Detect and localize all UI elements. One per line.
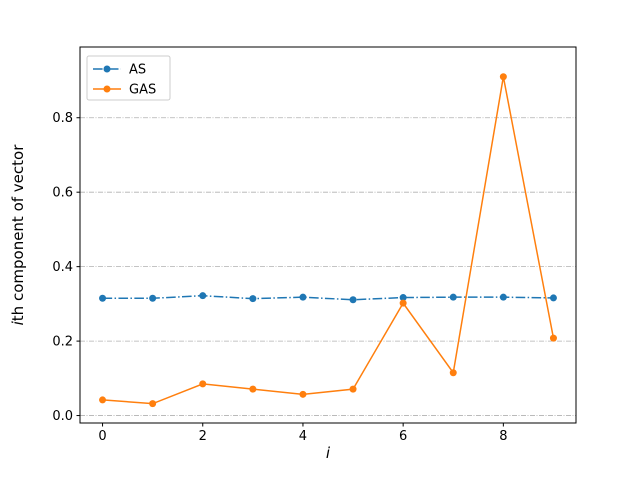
y-axis-label: ith component of vector [9, 144, 27, 326]
series-line-gas [102, 76, 555, 405]
x-tick-label: 0 [98, 429, 106, 444]
legend-marker-as [103, 65, 111, 73]
y-axis-label-rest: th component of vector [9, 144, 27, 321]
marker-as [199, 292, 207, 300]
marker-gas [449, 369, 457, 377]
gridlines [80, 117, 576, 416]
axis-ticks: 0 2 4 6 8 0.0 0.2 0.4 0.6 0.8 [52, 111, 507, 444]
marker-as [299, 293, 307, 301]
x-tick-label: 6 [399, 429, 407, 444]
legend-marker-gas [103, 85, 111, 93]
marker-gas [549, 334, 557, 342]
marker-gas [149, 400, 157, 408]
marker-as [499, 293, 507, 301]
marker-as [399, 294, 407, 302]
legend: AS GAS [86, 55, 171, 101]
y-tick-label: 0.4 [52, 260, 73, 275]
x-tick-label: 4 [299, 429, 307, 444]
y-tick-label: 0.6 [52, 186, 73, 201]
x-axis-label: i [326, 444, 331, 462]
marker-gas [299, 390, 307, 398]
marker-gas [249, 385, 257, 393]
series-layer [99, 73, 557, 408]
marker-gas [99, 396, 107, 404]
plot-border [79, 46, 577, 424]
marker-as [349, 296, 357, 304]
y-tick-label: 0.8 [52, 111, 73, 126]
marker-as [249, 295, 257, 303]
y-tick-label: 0.0 [52, 409, 73, 424]
marker-as [149, 294, 157, 302]
marker-gas [499, 73, 507, 81]
marker-gas [199, 380, 207, 388]
legend-label-as: AS [129, 63, 146, 78]
x-axis-label-text: i [326, 444, 331, 462]
marker-as [549, 294, 557, 302]
x-tick-label: 8 [499, 429, 507, 444]
y-axis-label-italic: i [9, 320, 27, 325]
y-tick-label: 0.2 [52, 335, 73, 350]
marker-gas [349, 385, 357, 393]
marker-as [99, 294, 107, 302]
legend-label-gas: GAS [129, 83, 156, 98]
series-line-as [102, 294, 554, 301]
marker-gas [399, 299, 407, 307]
marker-as [449, 293, 457, 301]
x-tick-label: 2 [199, 429, 207, 444]
